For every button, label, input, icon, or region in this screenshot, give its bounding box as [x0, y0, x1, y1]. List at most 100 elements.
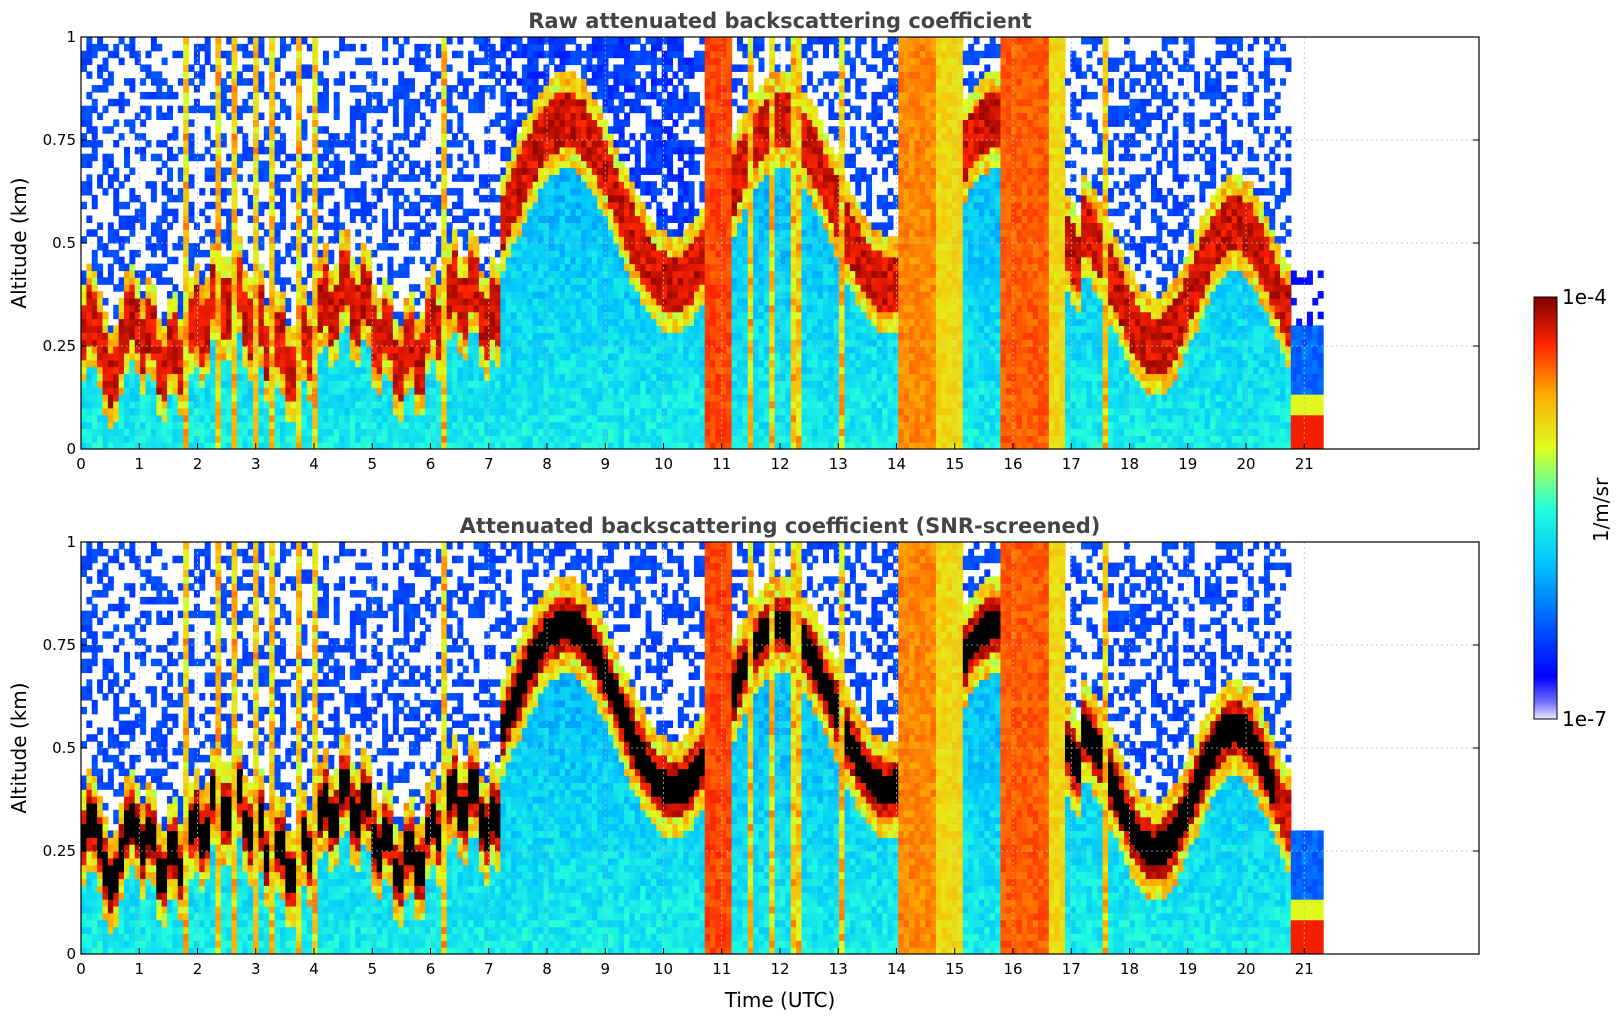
heat-cell: [339, 71, 345, 78]
heat-cell: [269, 106, 275, 113]
heat-cell: [651, 126, 657, 133]
heat-cell: [172, 346, 178, 353]
heat-cell: [581, 229, 587, 236]
heat-cell: [474, 243, 480, 250]
heat-cell: [215, 51, 221, 58]
heat-cell: [296, 373, 302, 380]
heat-cell: [490, 44, 496, 51]
heat-cell: [613, 188, 619, 195]
heat-cell: [651, 257, 657, 264]
heat-cell: [414, 51, 420, 58]
heat-cell: [549, 284, 555, 291]
heat-cell: [586, 58, 592, 65]
heat-cell: [275, 380, 281, 387]
heat-cell: [92, 284, 98, 291]
heat-cell: [511, 243, 517, 250]
heat-cell: [194, 435, 200, 442]
heat-cell: [226, 373, 232, 380]
heat-cell: [398, 312, 404, 319]
heat-cell: [517, 367, 523, 374]
heat-cell: [232, 167, 238, 174]
heat-cell: [409, 325, 415, 332]
heat-cell: [479, 37, 485, 44]
heat-cell: [517, 195, 523, 202]
heat-cell: [431, 106, 437, 113]
heat-cell: [484, 360, 490, 367]
heat-cell: [511, 250, 517, 257]
heat-cell: [409, 257, 415, 264]
heat-cell: [393, 133, 399, 140]
heat-cell: [533, 106, 539, 113]
heat-cell: [248, 154, 254, 161]
heat-cell: [629, 387, 635, 394]
heat-cell: [441, 147, 447, 154]
heat-cell: [452, 243, 458, 250]
heat-cell: [431, 78, 437, 85]
heat-cell: [527, 360, 533, 367]
heat-cell: [178, 236, 184, 243]
heat-cell: [344, 257, 350, 264]
heat-cell: [97, 140, 103, 147]
heat-cell: [533, 284, 539, 291]
heat-cell: [167, 195, 173, 202]
heat-cell: [113, 408, 119, 415]
heat-cell: [560, 422, 566, 429]
heat-cell: [183, 222, 189, 229]
heat-cell: [81, 367, 87, 374]
heat-cell: [511, 37, 517, 44]
heat-cell: [312, 154, 318, 161]
heat-cell: [500, 167, 506, 174]
heat-cell: [457, 367, 463, 374]
heat-cell: [468, 422, 474, 429]
heat-cell: [334, 408, 340, 415]
heat-cell: [296, 435, 302, 442]
heat-cell: [129, 264, 135, 271]
heat-cell: [215, 339, 221, 346]
heat-cell: [318, 257, 324, 264]
heat-cell: [592, 154, 598, 161]
heat-cell: [97, 243, 103, 250]
heat-cell: [629, 291, 635, 298]
heat-cell: [398, 51, 404, 58]
heat-cell: [506, 380, 512, 387]
heat-cell: [500, 339, 506, 346]
heat-cell: [103, 401, 109, 408]
heat-cell: [613, 353, 619, 360]
heat-cell: [646, 387, 652, 394]
heat-cell: [146, 64, 152, 71]
heat-cell: [296, 58, 302, 65]
heat-cell: [108, 236, 114, 243]
heat-cell: [248, 92, 254, 99]
heat-cell: [404, 339, 410, 346]
heat-cell: [178, 339, 184, 346]
heat-cell: [592, 277, 598, 284]
heat-cell: [269, 195, 275, 202]
heat-cell: [522, 373, 528, 380]
heat-cell: [210, 202, 216, 209]
heat-cell: [457, 78, 463, 85]
heat-cell: [533, 408, 539, 415]
heat-cell: [527, 133, 533, 140]
heat-cell: [92, 319, 98, 326]
heat-cell: [183, 236, 189, 243]
heat-cell: [86, 401, 92, 408]
heat-cell: [339, 236, 345, 243]
heat-cell: [189, 277, 195, 284]
heat-cell: [393, 380, 399, 387]
heat-cell: [301, 229, 307, 236]
heat-cell: [194, 367, 200, 374]
heat-cell: [285, 250, 291, 257]
heat-cell: [576, 99, 582, 106]
heat-cell: [280, 202, 286, 209]
heat-cell: [221, 92, 227, 99]
heat-cell: [468, 106, 474, 113]
heat-cell: [646, 119, 652, 126]
heat-cell: [156, 236, 162, 243]
heat-cell: [393, 367, 399, 374]
heat-cell: [205, 380, 211, 387]
heat-cell: [538, 236, 544, 243]
heat-cell: [210, 257, 216, 264]
heat-cell: [586, 319, 592, 326]
heat-cell: [387, 277, 393, 284]
heat-cell: [495, 415, 501, 422]
